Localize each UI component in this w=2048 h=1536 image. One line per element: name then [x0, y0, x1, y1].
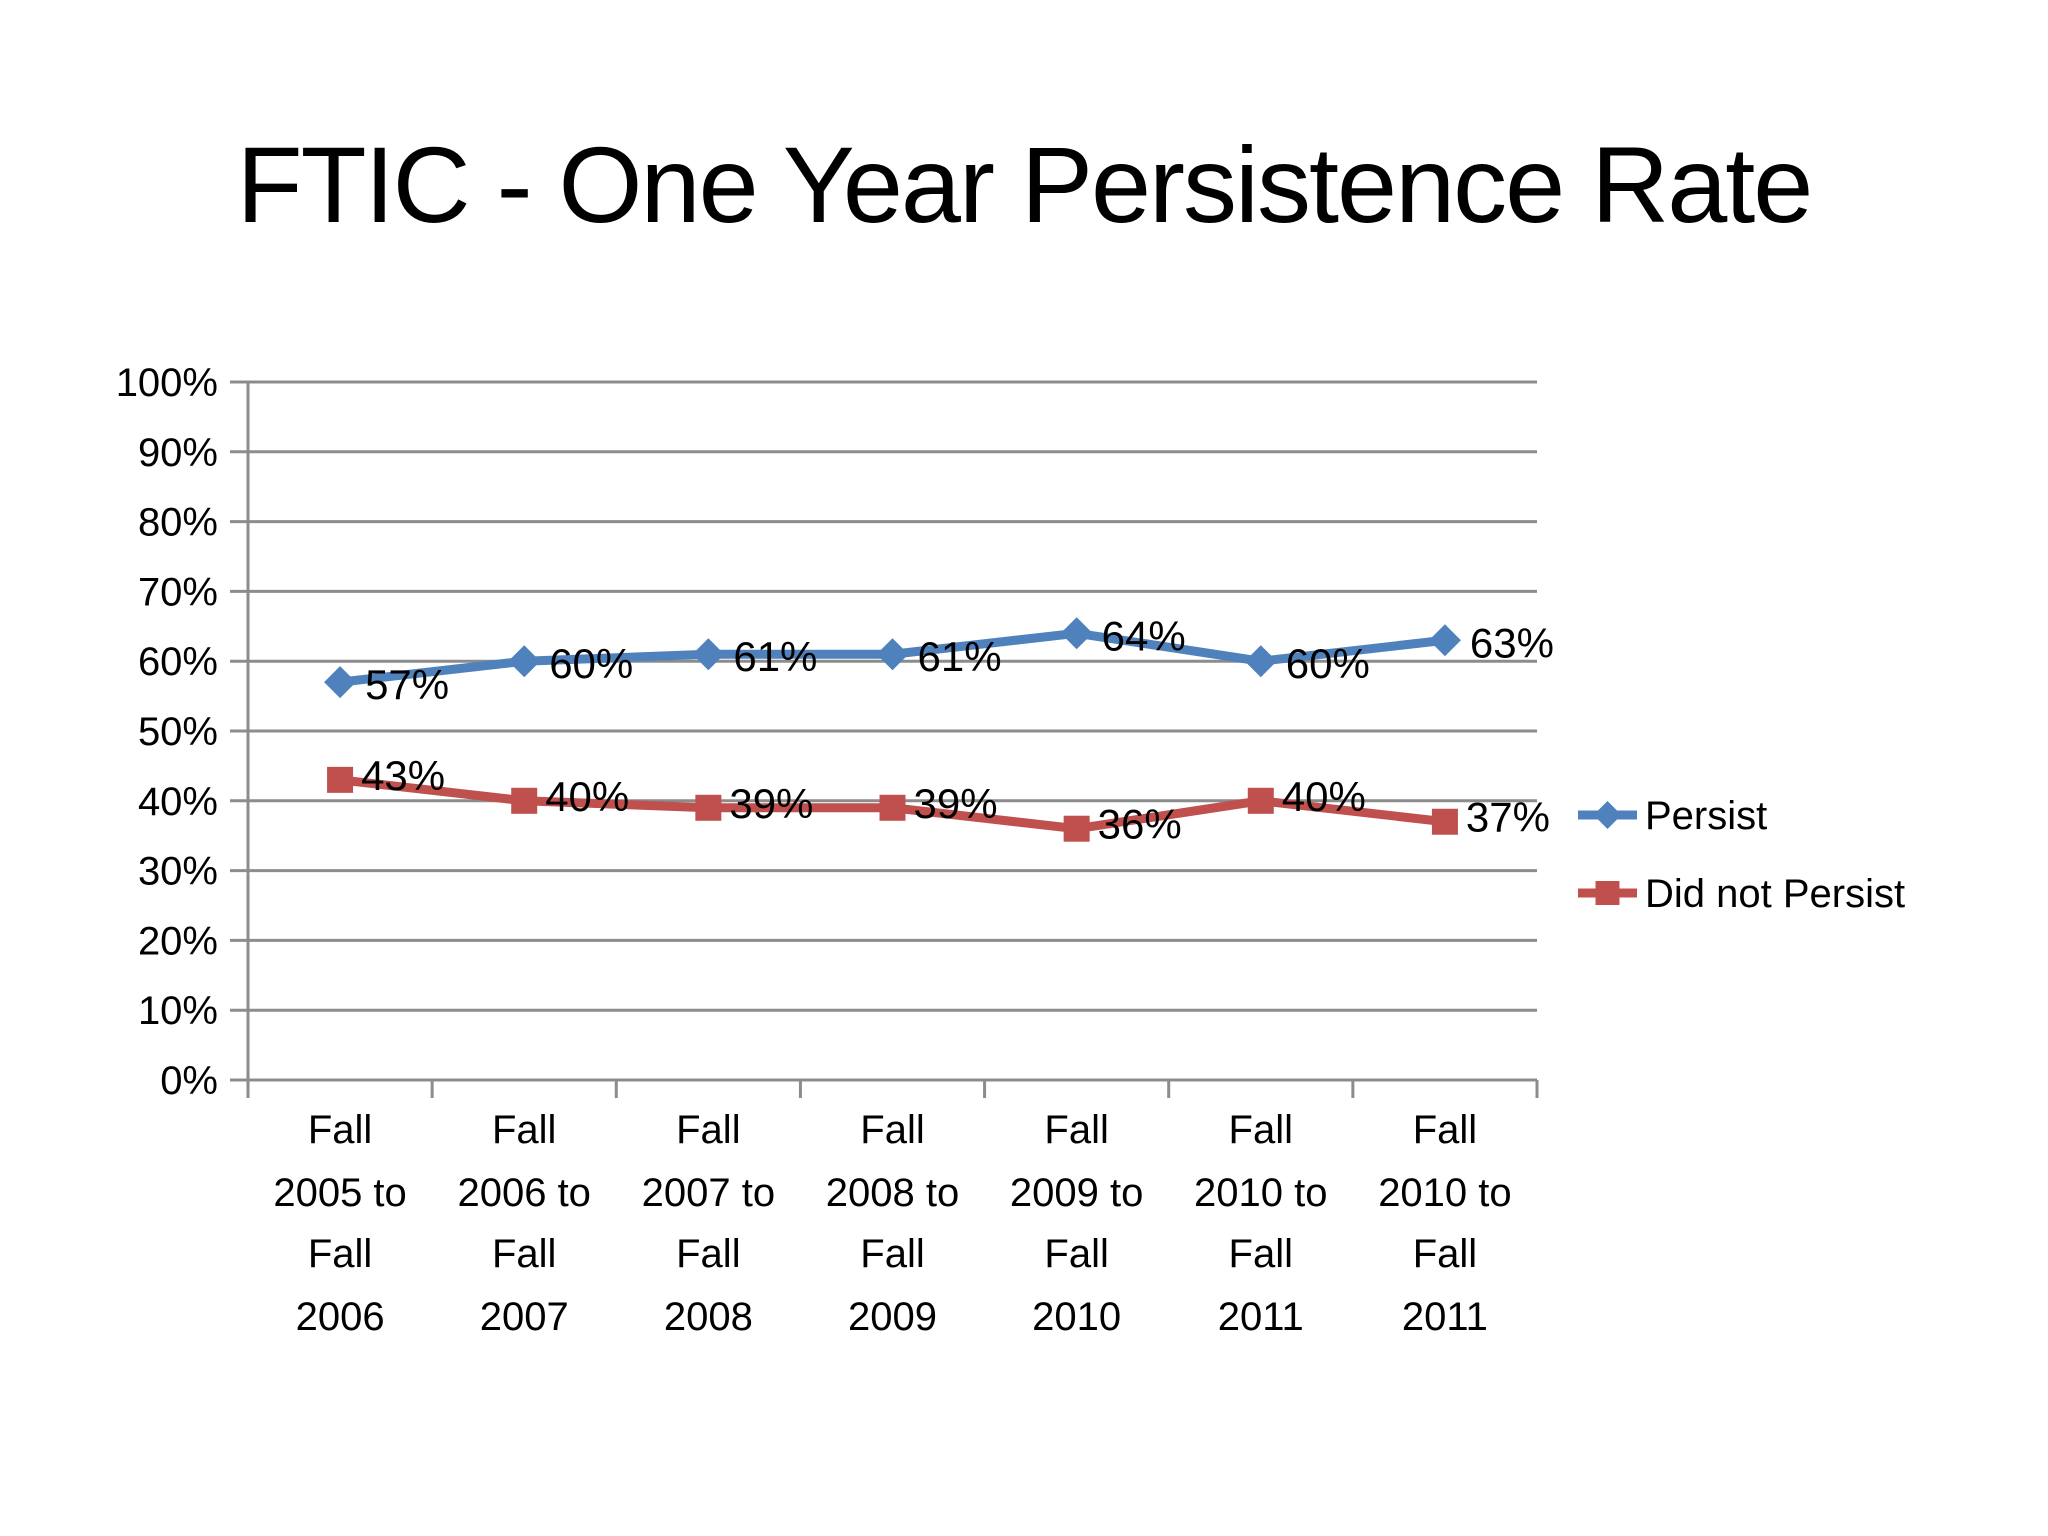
persist-marker [324, 666, 357, 699]
persist-marker [1244, 645, 1277, 678]
x-axis-label: Fall 2010 to Fall 2011 [1378, 1108, 1511, 1339]
x-axis-label: Fall 2009 to Fall 2010 [1010, 1108, 1143, 1339]
persist-data-label: 57% [365, 661, 449, 708]
legend-item-did-not-persist: Did not Persist [1578, 872, 1905, 916]
did-not-persist-marker [879, 794, 906, 821]
legend-persist-marker [1593, 801, 1622, 829]
persist-marker [508, 645, 541, 678]
persist-data-label: 64% [1102, 612, 1186, 659]
y-axis-label: 100% [116, 361, 218, 405]
did-not-persist-marker [327, 766, 354, 793]
did-not-persist-marker [1063, 815, 1090, 842]
legend-persist-label: Persist [1645, 794, 1767, 838]
persist-marker [1060, 617, 1093, 650]
x-axis-label: Fall 2010 to Fall 2011 [1194, 1108, 1327, 1339]
y-axis-label: 30% [138, 850, 218, 894]
did-not-persist-data-label: 37% [1466, 794, 1550, 841]
legend: Persist Did not Persist [1578, 794, 1905, 916]
chart-title: FTIC - One Year Persistence Rate [236, 124, 1814, 245]
persist-data-label: 60% [1286, 640, 1370, 687]
y-axis-label: 90% [138, 431, 218, 475]
did-not-persist-marker [1247, 787, 1274, 814]
persist-data-label: 63% [1470, 619, 1554, 666]
persist-data-label: 61% [733, 633, 817, 680]
did-not-persist-data-label: 40% [545, 773, 629, 820]
persist-data-label: 60% [549, 640, 633, 687]
legend-item-persist: Persist [1578, 794, 1767, 838]
did-not-persist-marker [511, 787, 538, 814]
y-axis-label: 40% [138, 780, 218, 824]
x-axis-label: Fall 2007 to Fall 2008 [642, 1108, 775, 1339]
y-axis-label: 80% [138, 501, 218, 545]
did-not-persist-marker [1431, 808, 1458, 835]
x-axis-label: Fall 2006 to Fall 2007 [457, 1108, 590, 1339]
y-axis-label: 50% [138, 710, 218, 754]
legend-did-not-persist-label: Did not Persist [1645, 872, 1905, 916]
x-axis-label: Fall 2005 to Fall 2006 [273, 1108, 406, 1339]
persist-marker [692, 638, 725, 671]
did-not-persist-data-label: 39% [914, 780, 998, 827]
y-axis-label: 0% [160, 1059, 218, 1103]
did-not-persist-marker [695, 794, 722, 821]
did-not-persist-data-label: 40% [1282, 773, 1366, 820]
y-axis-label: 70% [138, 570, 218, 614]
legend-did-not-persist-marker [1595, 881, 1620, 905]
persist-marker [1428, 624, 1461, 657]
did-not-persist-data-label: 36% [1098, 801, 1182, 848]
did-not-persist-data-label: 43% [361, 752, 445, 799]
x-axis-label: Fall 2008 to Fall 2009 [826, 1108, 959, 1339]
persist-data-label: 61% [918, 633, 1002, 680]
persist-marker [876, 638, 909, 671]
y-axis-label: 60% [138, 640, 218, 684]
y-axis-label: 10% [138, 989, 218, 1033]
did-not-persist-data-label: 39% [729, 780, 813, 827]
y-axis-label: 20% [138, 919, 218, 963]
